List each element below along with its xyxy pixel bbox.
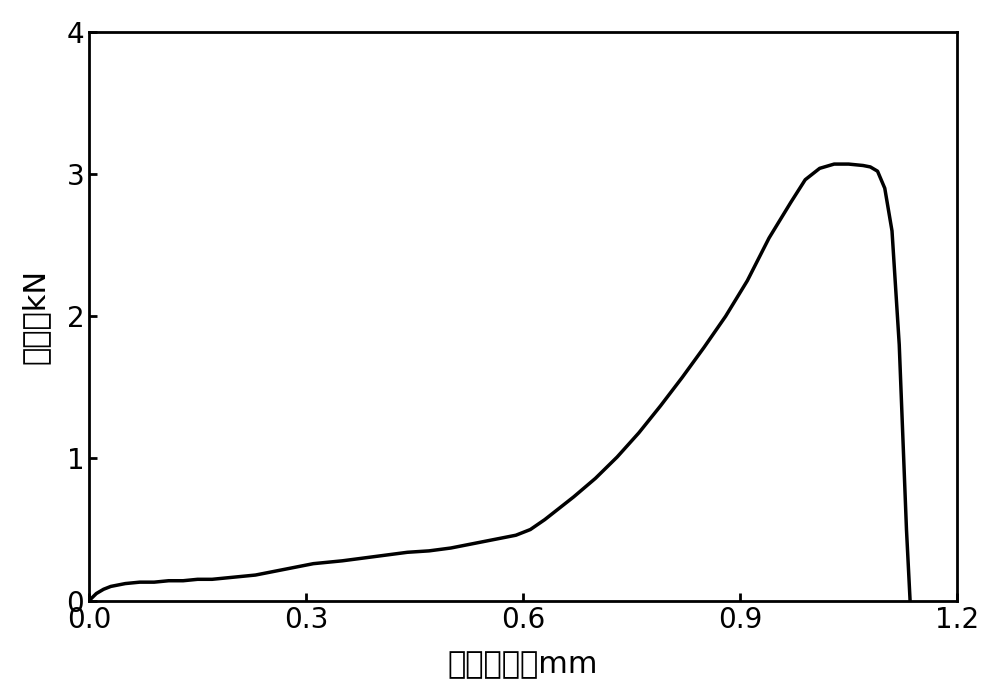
X-axis label: 压头位移，mm: 压头位移，mm bbox=[448, 650, 598, 679]
Y-axis label: 载荷，kN: 载荷，kN bbox=[21, 269, 50, 364]
